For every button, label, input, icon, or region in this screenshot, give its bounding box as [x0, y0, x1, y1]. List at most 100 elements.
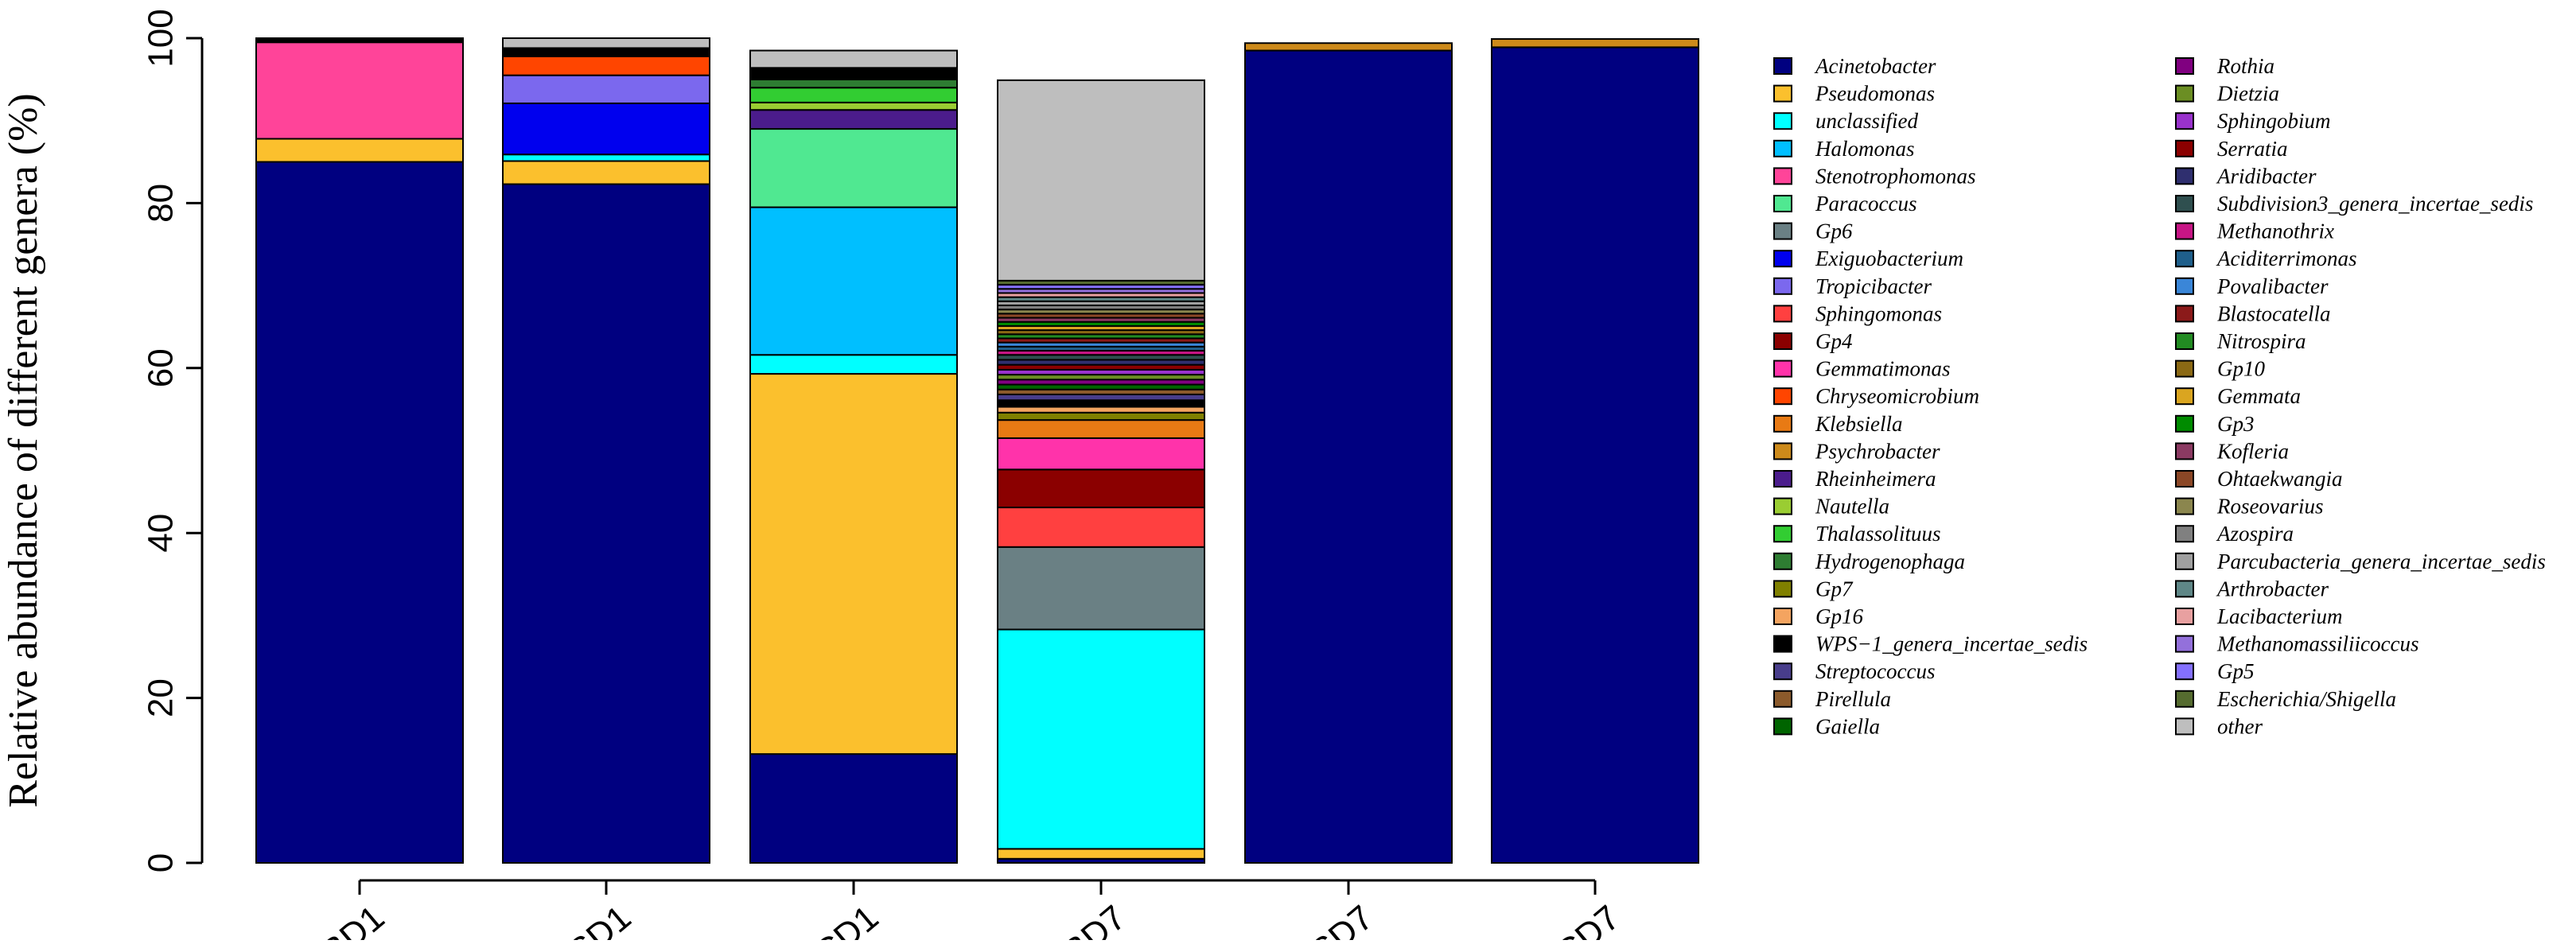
- legend-item: Nautella: [1773, 495, 1889, 519]
- bar-CD7: [1491, 38, 1699, 864]
- bar-segment: [1244, 42, 1453, 52]
- legend-label: Halomonas: [1815, 137, 1915, 161]
- legend-label: Methanothrix: [2216, 219, 2334, 243]
- legend-label: Gemmata: [2217, 384, 2301, 408]
- x-tick-label: BD7: [1056, 898, 1133, 940]
- legend-item: Streptococcus: [1773, 659, 1935, 683]
- legend-swatch: [2175, 552, 2194, 570]
- bar-segment: [997, 393, 1205, 402]
- legend-label: Lacibacterium: [2216, 604, 2342, 628]
- legend-item: Sphingomonas: [1773, 301, 1942, 325]
- legend-swatch: [1773, 167, 1792, 185]
- legend-item: Gemmatimonas: [1773, 357, 1951, 381]
- legend-item: Gaiella: [1773, 714, 1880, 738]
- legend-label: Klebsiella: [1815, 412, 1903, 436]
- legend-item: Chryseomicrobium: [1773, 384, 1979, 408]
- bar-segment: [997, 848, 1205, 860]
- legend-label: Rothia: [2216, 54, 2274, 78]
- legend-swatch: [2175, 57, 2194, 75]
- legend-label: Aciditerrimonas: [2216, 247, 2357, 270]
- bar-segment: [749, 373, 958, 756]
- legend-item: Paracoccus: [1773, 192, 1916, 216]
- legend-item: Psychrobacter: [1773, 439, 1940, 463]
- legend-swatch: [2175, 277, 2194, 295]
- legend-swatch: [1773, 525, 1792, 543]
- legend-item: Lacibacterium: [2175, 604, 2342, 628]
- bar-segment: [502, 74, 710, 104]
- legend-label: Gp10: [2217, 357, 2265, 381]
- bar-segment: [749, 87, 958, 103]
- y-tick-label: 0: [142, 853, 181, 872]
- legend-swatch: [2175, 690, 2194, 708]
- legend-item: Sphingobium: [2175, 109, 2331, 133]
- legend-label: Povalibacter: [2216, 274, 2329, 298]
- bar-SD7: [1244, 42, 1453, 864]
- bar-segment: [997, 628, 1205, 850]
- legend-item: Ohtaekwangia: [2175, 467, 2342, 491]
- legend-swatch: [1773, 195, 1792, 212]
- legend-label: Gemmatimonas: [1815, 357, 1951, 381]
- legend-label: unclassified: [1815, 109, 1918, 133]
- legend-label: Roseovarius: [2216, 495, 2323, 519]
- legend-label: Gp3: [2217, 412, 2255, 436]
- bar-segment: [502, 102, 710, 156]
- x-tick-label: BD1: [314, 898, 391, 940]
- legend-swatch: [1773, 57, 1792, 75]
- bar-segment: [502, 153, 710, 162]
- x-tick-label: CD1: [807, 898, 885, 940]
- legend-swatch: [1773, 332, 1792, 350]
- bar-segment: [997, 437, 1205, 471]
- legend-swatch: [1773, 414, 1792, 433]
- bar-segment: [255, 41, 464, 140]
- x-tick-label: CD7: [1548, 898, 1627, 940]
- legend-label: Nitrospira: [2216, 329, 2306, 353]
- legend-swatch: [2175, 332, 2194, 350]
- legend-item: Arthrobacter: [2175, 577, 2329, 600]
- bar-segment: [997, 546, 1205, 631]
- legend-swatch: [1773, 222, 1792, 240]
- legend-swatch: [2175, 167, 2194, 185]
- legend-item: Tropicibacter: [1773, 274, 1932, 298]
- bar-SD1: [502, 37, 710, 864]
- legend-label: Serratia: [2217, 137, 2288, 161]
- legend-swatch: [2175, 250, 2194, 268]
- bar-segment: [255, 37, 464, 44]
- legend-swatch: [2175, 635, 2194, 653]
- legend-label: Gp4: [1815, 329, 1853, 353]
- legend-swatch: [2175, 662, 2194, 681]
- legend-item: Methanothrix: [2175, 219, 2334, 243]
- legend-item: Halomonas: [1773, 137, 1915, 161]
- legend-swatch: [1773, 139, 1792, 157]
- legend-item: Kofleria: [2175, 439, 2289, 463]
- x-tick-label: SD7: [1303, 898, 1380, 940]
- legend-item: WPS−1_genera_incertae_sedis: [1773, 632, 2088, 656]
- bar-segment: [749, 354, 958, 375]
- legend-label: Acinetobacter: [1814, 54, 1936, 78]
- legend-item: Gp10: [2175, 357, 2265, 381]
- legend-label: Escherichia/Shigella: [2216, 687, 2396, 711]
- legend-item: Aciditerrimonas: [2175, 247, 2357, 270]
- legend-item: Parcubacteria_genera_incertae_sedis: [2175, 550, 2546, 573]
- legend-swatch: [1773, 497, 1792, 515]
- legend-item: Acinetobacter: [1773, 54, 1936, 78]
- bar-segment: [997, 411, 1205, 421]
- legend-swatch: [2175, 112, 2194, 130]
- bars: [255, 37, 1699, 864]
- bar-segment: [749, 753, 958, 864]
- legend-item: other: [2175, 714, 2263, 738]
- bar-segment: [749, 67, 958, 80]
- bar-segment: [997, 468, 1205, 509]
- legend-label: Pseudomonas: [1815, 82, 1935, 106]
- legend-item: Exiguobacterium: [1773, 247, 1963, 270]
- bar-segment: [502, 37, 710, 49]
- legend-swatch: [1773, 608, 1792, 625]
- legend-item: Dietzia: [2175, 82, 2279, 106]
- bar-segment: [502, 160, 710, 185]
- bar-segment: [255, 161, 464, 864]
- legend-label: Psychrobacter: [1815, 439, 1940, 463]
- legend-swatch: [1773, 112, 1792, 130]
- legend-item: Gp7: [1773, 577, 1854, 600]
- legend-swatch: [2175, 497, 2194, 515]
- legend-label: Thalassolituus: [1815, 522, 1941, 546]
